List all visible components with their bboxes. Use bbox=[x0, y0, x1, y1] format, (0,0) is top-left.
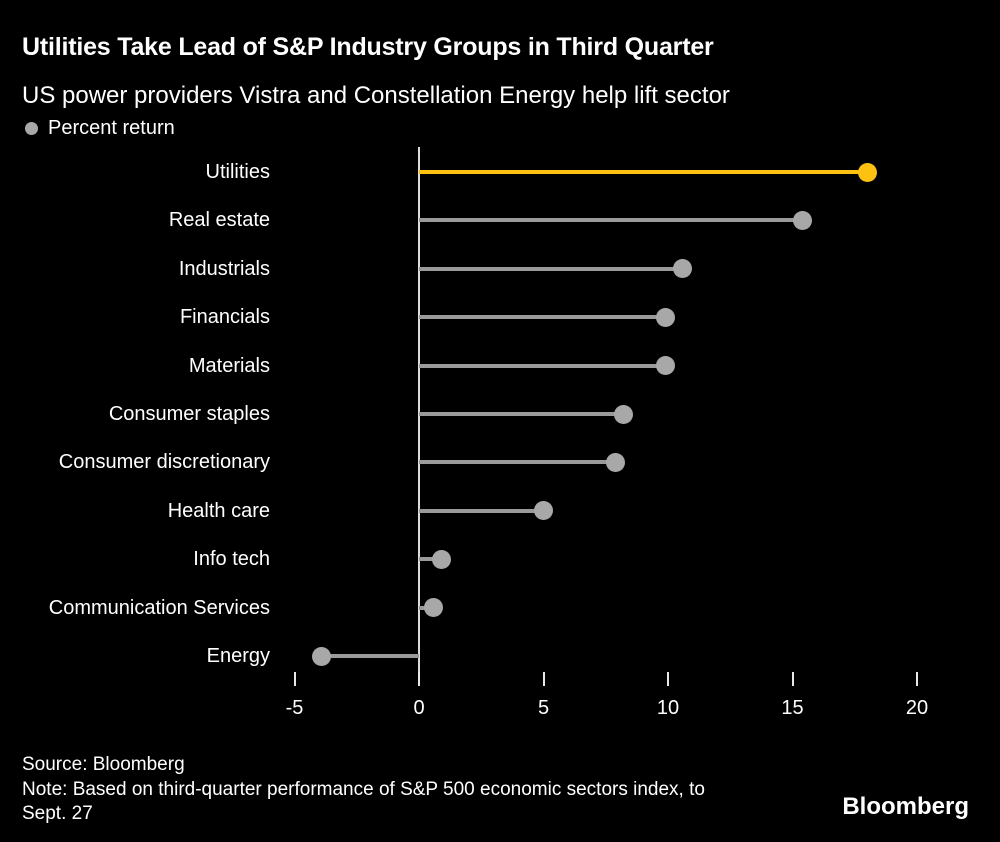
category-label: Consumer discretionary bbox=[58, 451, 270, 474]
lollipop-dot bbox=[673, 259, 693, 279]
x-tick-label: 10 bbox=[656, 697, 680, 719]
category-label: Utilities bbox=[205, 161, 270, 183]
lollipop-dot bbox=[431, 549, 451, 569]
x-tick-label: 0 bbox=[413, 697, 425, 719]
x-tick-label: 15 bbox=[781, 697, 804, 719]
legend-label: Percent return bbox=[48, 117, 175, 139]
note-line-2: Sept. 27 bbox=[22, 803, 93, 824]
category-label: Consumer staples bbox=[108, 403, 270, 425]
chart-subtitle: US power providers Vistra and Constellat… bbox=[22, 82, 730, 109]
category-label: Health care bbox=[167, 499, 270, 522]
x-tick-mark bbox=[542, 672, 545, 686]
x-tick-label: 5 bbox=[537, 697, 550, 719]
lollipop-line bbox=[419, 412, 624, 416]
category-label: Energy bbox=[206, 645, 270, 667]
x-tick-label: -5 bbox=[285, 697, 304, 719]
lollipop-line bbox=[419, 508, 544, 513]
lollipop-dot bbox=[424, 598, 444, 618]
lollipop-line bbox=[419, 557, 442, 562]
category-label: Materials bbox=[188, 354, 270, 377]
bloomberg-logo: Bloomberg bbox=[842, 793, 969, 820]
lollipop-dot bbox=[312, 646, 332, 666]
lollipop-dot bbox=[656, 356, 675, 376]
lollipop-line bbox=[419, 315, 666, 320]
category-label: Real estate bbox=[168, 209, 270, 232]
legend: Percent return bbox=[25, 117, 175, 140]
lollipop-dot bbox=[792, 210, 812, 230]
lollipop-dot bbox=[606, 452, 626, 472]
x-tick-label: 20 bbox=[905, 697, 929, 719]
x-tick-mark bbox=[791, 672, 794, 686]
lollipop-dot bbox=[613, 404, 633, 424]
lollipop-line bbox=[419, 460, 616, 465]
x-tick-mark bbox=[293, 672, 296, 686]
zero-axis-line bbox=[418, 147, 420, 686]
lollipop-dot bbox=[857, 162, 877, 182]
note-line-1: Note: Based on third-quarter performance… bbox=[22, 778, 705, 800]
legend-dot-icon bbox=[25, 122, 38, 135]
footer-notes: Source: Bloomberg Note: Based on third-q… bbox=[22, 753, 705, 827]
lollipop-line bbox=[419, 266, 683, 271]
source-line: Source: Bloomberg bbox=[22, 754, 185, 775]
category-label: Financials bbox=[179, 306, 270, 329]
lollipop-dot bbox=[534, 501, 553, 521]
lollipop-dot bbox=[656, 307, 675, 327]
x-tick-mark bbox=[418, 672, 420, 686]
x-tick-mark bbox=[667, 672, 669, 686]
x-tick-mark bbox=[916, 672, 918, 686]
category-label: Info tech bbox=[193, 548, 270, 571]
chart-plot-area: Utilities Real estate Industrials Financial… bbox=[0, 147, 1000, 737]
lollipop-line bbox=[419, 218, 803, 223]
lollipop-line bbox=[419, 363, 666, 368]
lollipop-line bbox=[321, 654, 419, 658]
category-label: Communication Services bbox=[48, 596, 270, 619]
lollipop-line bbox=[419, 170, 868, 174]
chart-title: Utilities Take Lead of S&P Industry Grou… bbox=[22, 33, 714, 61]
category-label: Industrials bbox=[178, 257, 270, 280]
